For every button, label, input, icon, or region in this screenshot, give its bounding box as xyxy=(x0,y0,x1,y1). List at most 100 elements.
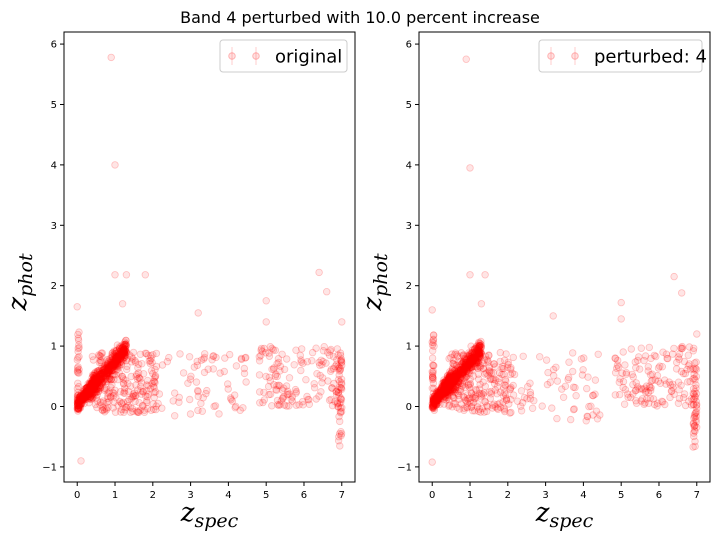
scatter-point xyxy=(102,370,110,378)
scatter-point xyxy=(91,378,100,386)
scatter-point xyxy=(74,396,82,404)
scatter-point xyxy=(113,355,121,364)
scatter-point xyxy=(110,357,118,366)
scatter-point xyxy=(691,437,699,446)
scatter-point xyxy=(275,382,284,390)
scatter-point xyxy=(90,378,99,387)
scatter-point xyxy=(96,351,104,360)
scatter-point xyxy=(113,359,122,367)
scatter-point xyxy=(474,364,482,372)
scatter-point xyxy=(118,355,126,363)
scatter-point xyxy=(75,353,83,361)
x-axis-label: zspec xyxy=(535,498,594,532)
scatter-point xyxy=(115,343,123,351)
scatter-points xyxy=(73,53,346,465)
scatter-point xyxy=(95,385,104,393)
scatter-point xyxy=(151,379,159,387)
scatter-point xyxy=(77,389,86,398)
scatter-point xyxy=(122,271,131,279)
scatter-point xyxy=(478,389,486,398)
scatter-point xyxy=(91,400,100,409)
scatter-point xyxy=(256,399,264,407)
scatter-point xyxy=(78,392,87,401)
scatter-point xyxy=(89,378,98,387)
scatter-point xyxy=(105,367,113,375)
scatter-point xyxy=(123,355,132,363)
scatter-point xyxy=(305,396,313,404)
scatter-point xyxy=(584,373,592,381)
scatter-point xyxy=(111,355,119,363)
scatter-point xyxy=(83,384,92,392)
scatter-point xyxy=(121,345,130,354)
scatter-point xyxy=(569,349,577,357)
scatter-point xyxy=(82,393,91,401)
scatter-point xyxy=(121,340,129,349)
scatter-point xyxy=(240,364,248,373)
scatter-point xyxy=(77,391,85,400)
scatter-point xyxy=(82,388,90,396)
scatter-point xyxy=(94,367,102,375)
scatter-point xyxy=(302,376,310,384)
scatter-point xyxy=(644,363,652,371)
scatter-point xyxy=(82,384,91,392)
scatter-point xyxy=(109,366,117,374)
scatter-point xyxy=(259,398,267,407)
scatter-point xyxy=(490,360,498,368)
scatter-point xyxy=(124,379,132,388)
scatter-point xyxy=(304,395,312,404)
scatter-point xyxy=(429,404,437,412)
scatter-point xyxy=(83,390,91,398)
scatter-point xyxy=(75,393,84,402)
scatter-point xyxy=(175,398,183,406)
scatter-point xyxy=(94,384,102,393)
scatter-point xyxy=(76,391,85,400)
x-tick-label: 2 xyxy=(150,490,156,501)
scatter-point xyxy=(329,353,338,361)
scatter-point xyxy=(117,358,126,366)
scatter-point xyxy=(126,382,135,390)
scatter-point xyxy=(297,366,305,375)
scatter-point xyxy=(118,351,126,360)
scatter-point xyxy=(120,379,128,388)
scatter-point xyxy=(137,390,146,398)
scatter-point xyxy=(112,346,121,355)
scatter-point xyxy=(101,375,110,383)
scatter-point xyxy=(143,405,152,413)
scatter-point xyxy=(73,384,82,393)
scatter-point xyxy=(91,385,99,394)
scatter-point xyxy=(98,369,107,378)
scatter-point xyxy=(112,394,120,402)
scatter-point xyxy=(117,360,126,369)
scatter-point xyxy=(88,388,96,396)
scatter-point xyxy=(131,356,139,365)
scatter-point xyxy=(91,381,99,390)
scatter-point xyxy=(619,348,627,356)
scatter-point xyxy=(75,396,83,404)
scatter-point xyxy=(90,381,99,390)
scatter-point xyxy=(87,383,95,392)
scatter-point xyxy=(86,390,94,398)
scatter-point xyxy=(80,389,89,397)
scatter-point xyxy=(146,385,155,393)
scatter-point xyxy=(94,383,102,391)
scatter-point xyxy=(96,370,105,379)
scatter-point xyxy=(84,386,92,394)
scatter-point xyxy=(230,391,239,399)
scatter-point xyxy=(89,378,97,386)
scatter-point xyxy=(92,375,101,383)
scatter-point xyxy=(258,347,266,356)
scatter-point xyxy=(100,386,109,394)
scatter-point xyxy=(266,390,275,398)
scatter-point xyxy=(262,349,270,357)
scatter-point xyxy=(565,358,573,366)
scatter-point xyxy=(134,360,143,368)
scatter-point xyxy=(83,387,91,395)
scatter-point xyxy=(120,387,129,395)
scatter-point xyxy=(446,386,454,395)
scatter-point xyxy=(93,373,101,381)
scatter-point xyxy=(107,362,116,370)
scatter-point xyxy=(92,381,100,389)
scatter-point xyxy=(88,352,97,361)
scatter-point xyxy=(268,344,276,353)
scatter-point xyxy=(94,385,103,393)
